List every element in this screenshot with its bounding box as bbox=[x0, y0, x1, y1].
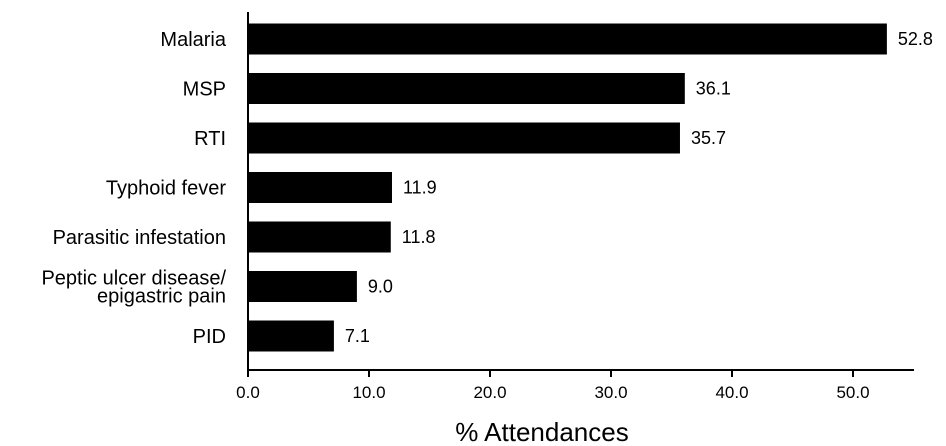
value-labels: 52.8 36.1 35.7 11.9 11.8 9.0 7.1 bbox=[345, 29, 933, 346]
value-label: 9.0 bbox=[368, 277, 393, 297]
x-tick-label: 0.0 bbox=[236, 383, 260, 402]
category-label: RTI bbox=[194, 128, 226, 150]
bars-layer bbox=[248, 23, 887, 352]
category-label-line: Peptic ulcer disease/ bbox=[41, 268, 226, 290]
x-tick-label: 40.0 bbox=[715, 383, 748, 402]
category-label: MSP bbox=[183, 79, 226, 101]
bar-4 bbox=[248, 221, 391, 253]
category-label-line: PID bbox=[193, 326, 226, 348]
category-label: Typhoid fever bbox=[106, 178, 226, 200]
category-label: Peptic ulcer disease/epigastric pain bbox=[41, 268, 226, 308]
bar-1 bbox=[248, 73, 685, 104]
bar-2 bbox=[248, 122, 680, 154]
category-label-line: MSP bbox=[183, 79, 226, 101]
x-tick-label: 20.0 bbox=[473, 383, 506, 402]
x-tick-label: 30.0 bbox=[594, 383, 627, 402]
category-label: PID bbox=[193, 326, 226, 348]
value-label: 35.7 bbox=[691, 128, 726, 148]
x-tick-label: 50.0 bbox=[836, 383, 869, 402]
bar-3 bbox=[248, 172, 392, 203]
value-label: 11.8 bbox=[402, 227, 436, 247]
category-label-line: RTI bbox=[194, 128, 226, 150]
value-label: 36.1 bbox=[696, 79, 731, 99]
category-label: Malaria bbox=[160, 29, 226, 51]
category-label: Parasitic infestation bbox=[53, 227, 226, 249]
category-label-line: Typhoid fever bbox=[106, 178, 226, 200]
value-label: 52.8 bbox=[898, 29, 933, 49]
x-tick-label: 10.0 bbox=[352, 383, 385, 402]
axes bbox=[247, 12, 914, 371]
bar-6 bbox=[248, 320, 334, 352]
bar-5 bbox=[248, 271, 357, 302]
value-label: 7.1 bbox=[345, 326, 370, 346]
value-label: 11.9 bbox=[403, 178, 437, 198]
category-label-line: Parasitic infestation bbox=[53, 227, 226, 249]
category-label-line: Malaria bbox=[160, 29, 226, 51]
bar-0 bbox=[248, 23, 887, 55]
category-labels: Malaria MSP RTI Typhoid fever Parasitic infe… bbox=[41, 29, 226, 348]
x-axis-title: % Attendances bbox=[455, 417, 628, 446]
x-axis-ticks: 0.0 10.0 20.0 30.0 40.0 50.0 bbox=[236, 370, 870, 402]
category-label-line: epigastric pain bbox=[97, 286, 226, 308]
